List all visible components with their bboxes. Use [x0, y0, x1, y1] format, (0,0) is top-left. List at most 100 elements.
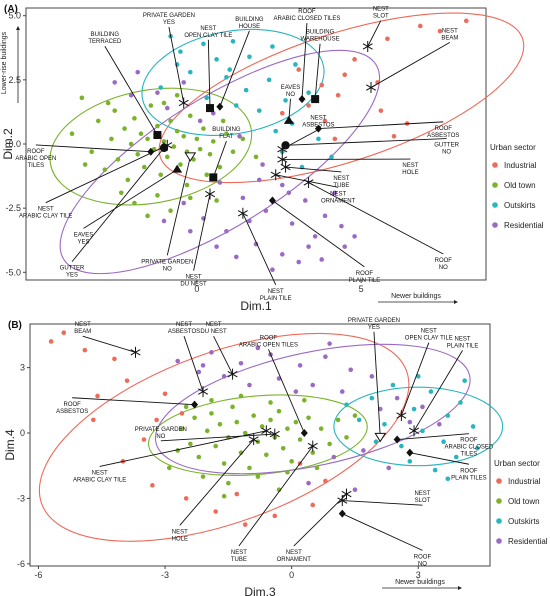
data-point	[285, 469, 290, 475]
data-point	[168, 118, 173, 124]
leader-line	[400, 342, 430, 416]
leader-line	[104, 45, 158, 136]
data-point	[390, 382, 396, 388]
confidence-ellipse	[38, 332, 410, 542]
plot-frame	[29, 323, 491, 567]
panel-b: (B) -6 -3 0 3 -6 -3 0 3 Dim.3 Dim.4 Newer buildings…	[3, 318, 504, 596]
data-point	[242, 430, 248, 436]
data-point	[61, 330, 67, 336]
data-point	[69, 131, 75, 137]
data-point	[296, 259, 302, 265]
data-point	[221, 493, 227, 499]
data-point	[209, 411, 214, 416]
leader-line	[35, 144, 151, 153]
data-point	[118, 190, 124, 196]
leader-line	[397, 433, 469, 440]
data-point	[214, 198, 219, 203]
category-label: ROOF	[414, 554, 432, 560]
confidence-ellipse	[59, 49, 381, 275]
leader-line	[83, 169, 178, 229]
data-point	[234, 491, 240, 497]
category-label: ASBESTOS	[56, 409, 88, 415]
y-tick-label: -2.5	[5, 203, 21, 213]
star-marker-stroke	[248, 436, 259, 443]
data-point	[221, 461, 227, 466]
square-marker	[311, 95, 320, 104]
category-label: NO	[418, 561, 427, 567]
category-label: GUTTER	[434, 143, 459, 149]
data-point	[171, 144, 177, 149]
data-point	[289, 459, 294, 464]
legend-label: Outskirts	[508, 517, 540, 526]
data-point	[187, 195, 193, 201]
category-label: NO	[442, 150, 451, 156]
data-point	[112, 80, 118, 85]
data-point	[253, 154, 259, 160]
category-marker	[337, 495, 348, 507]
data-point	[445, 476, 451, 482]
panel-label: (A)	[4, 4, 18, 15]
diamond-marker	[338, 509, 346, 518]
star-marker-stroke	[198, 388, 209, 395]
data-point	[329, 154, 334, 160]
category-label: PRIVATE GARDEN	[143, 13, 195, 19]
data-point	[335, 92, 341, 98]
data-point	[204, 95, 210, 101]
data-point	[135, 69, 141, 75]
data-point	[342, 72, 348, 78]
data-point	[188, 441, 193, 447]
data-point	[238, 393, 244, 399]
data-point	[217, 164, 223, 170]
square-marker	[209, 173, 218, 182]
category-label: TILES	[461, 452, 478, 458]
data-point	[184, 182, 190, 188]
data-point	[179, 411, 185, 416]
category-label: NEST	[414, 491, 430, 497]
data-point	[453, 454, 459, 460]
category-label: ARABIC OPEN	[15, 156, 56, 162]
data-point	[339, 223, 344, 229]
data-point	[132, 116, 137, 121]
data-point	[302, 198, 308, 203]
data-point	[327, 341, 332, 346]
category-label: BUILDING	[235, 17, 264, 23]
data-point	[255, 345, 261, 351]
category-label: HOUSE	[239, 24, 260, 30]
data-point	[293, 419, 299, 425]
data-point	[276, 408, 282, 414]
star-marker-stroke	[269, 430, 280, 438]
category-label: DU NEST	[200, 329, 227, 335]
data-point	[316, 136, 321, 142]
data-point	[407, 419, 413, 425]
data-point	[369, 395, 375, 401]
star-marker-stroke	[280, 163, 291, 171]
diamond-marker	[216, 102, 224, 111]
data-point	[145, 213, 150, 219]
leader-line	[268, 349, 305, 434]
diamond-marker	[300, 429, 308, 438]
y-direction-arrowhead	[16, 26, 20, 30]
category-label: HOLE	[172, 536, 188, 542]
star-marker-stroke	[162, 142, 173, 149]
data-point	[339, 389, 345, 394]
category-label: NO	[163, 266, 172, 272]
star-marker-stroke	[270, 171, 281, 178]
star-marker-stroke	[204, 190, 216, 198]
diamond-marker	[298, 95, 306, 104]
star-marker-stroke	[277, 145, 288, 153]
plot-frame	[25, 7, 487, 281]
data-point	[323, 354, 328, 360]
legend-label: Industrial	[508, 477, 541, 486]
data-point	[293, 62, 298, 67]
category-label: NEST	[421, 329, 437, 335]
data-point	[209, 398, 214, 403]
category-label: NEST	[333, 176, 349, 182]
data-point	[192, 415, 197, 421]
data-point	[285, 426, 290, 431]
x-direction-arrowhead	[458, 586, 462, 590]
category-label: TILES	[28, 163, 45, 169]
data-point	[310, 502, 316, 508]
leader-line	[183, 336, 204, 392]
leader-line	[272, 200, 365, 268]
